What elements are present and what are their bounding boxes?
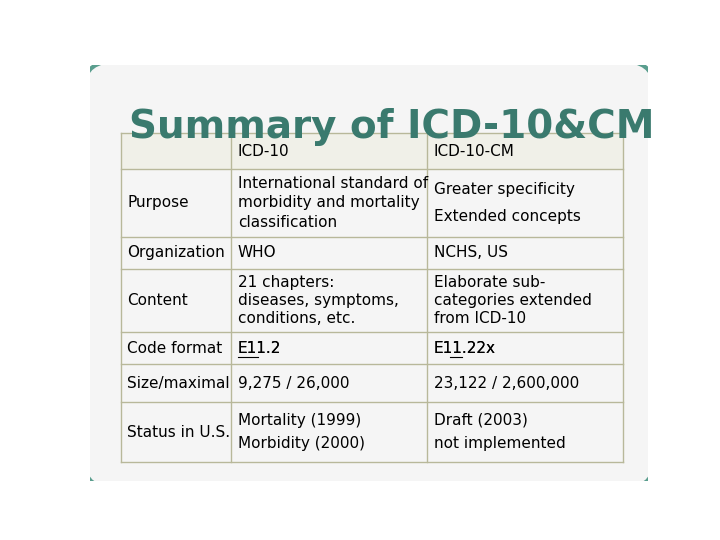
Text: WHO: WHO	[238, 245, 276, 260]
Text: Mortality (1999): Mortality (1999)	[238, 413, 361, 428]
Text: Elaborate sub-: Elaborate sub-	[433, 275, 545, 290]
Text: Morbidity (2000): Morbidity (2000)	[238, 436, 365, 451]
Text: Content: Content	[127, 293, 188, 308]
Bar	[427, 133, 623, 169]
Text: categories extended: categories extended	[433, 293, 592, 308]
Text: E11.22x: E11.22x	[433, 341, 496, 356]
Text: Purpose: Purpose	[127, 195, 189, 211]
Text: Status in U.S.: Status in U.S.	[127, 424, 230, 440]
Text: morbidity and mortality: morbidity and mortality	[238, 195, 420, 211]
Text: Draft (2003): Draft (2003)	[433, 413, 528, 428]
Text: Greater specificity: Greater specificity	[433, 182, 575, 197]
Text: 21 chapters:: 21 chapters:	[238, 275, 334, 290]
Text: ICD-10-CM: ICD-10-CM	[433, 144, 515, 159]
Text: Code format: Code format	[127, 341, 222, 356]
Text: E11.2: E11.2	[238, 341, 282, 356]
Text: Organization: Organization	[127, 245, 225, 260]
Text: E11.22x: E11.22x	[433, 341, 496, 356]
Text: Extended concepts: Extended concepts	[433, 209, 580, 224]
Bar	[231, 133, 427, 169]
Text: ICD-10: ICD-10	[238, 144, 289, 159]
Text: conditions, etc.: conditions, etc.	[238, 311, 355, 326]
FancyBboxPatch shape	[84, 60, 654, 489]
Text: International standard of: International standard of	[238, 176, 428, 191]
Text: classification: classification	[238, 215, 337, 230]
Text: Summary of ICD-10&CM: Summary of ICD-10&CM	[129, 109, 654, 146]
Text: 23,122 / 2,600,000: 23,122 / 2,600,000	[433, 376, 579, 391]
Text: not implemented: not implemented	[433, 436, 565, 451]
Bar	[121, 133, 231, 169]
Text: 9,275 / 26,000: 9,275 / 26,000	[238, 376, 349, 391]
Text: NCHS, US: NCHS, US	[433, 245, 508, 260]
Text: E11.2: E11.2	[238, 341, 282, 356]
Text: from ICD-10: from ICD-10	[433, 311, 526, 326]
Text: diseases, symptoms,: diseases, symptoms,	[238, 293, 399, 308]
Text: Size/maximal: Size/maximal	[127, 376, 230, 391]
